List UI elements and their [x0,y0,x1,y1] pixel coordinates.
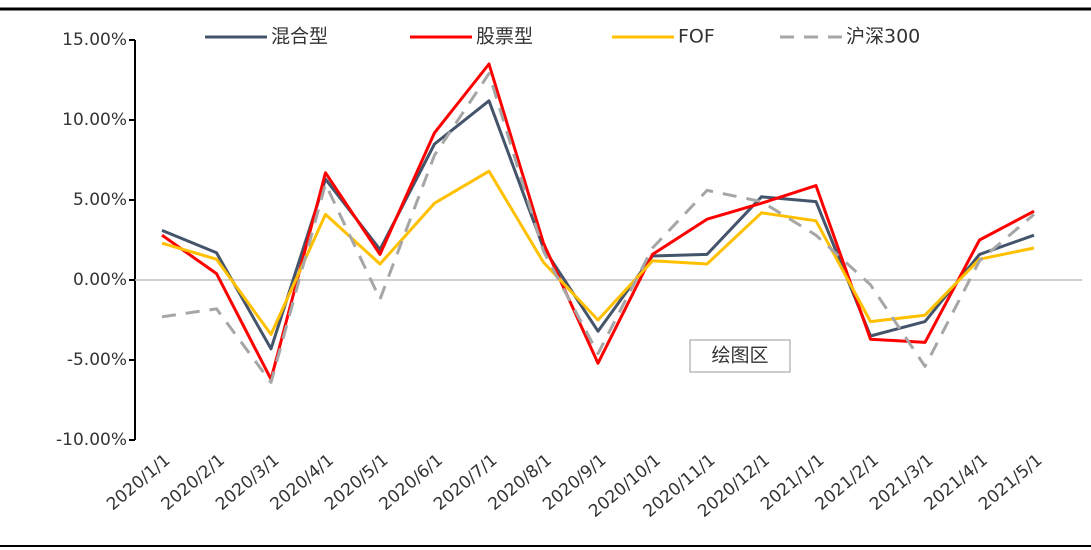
annotation-box [689,339,791,373]
legend-label: 沪深300 [846,26,920,48]
y-tick-label: 5.00% [73,190,127,210]
annotation: 绘图区 [711,345,768,367]
legend-label: 混合型 [271,26,328,48]
series-line [161,169,1035,336]
y-tick-label: -5.00% [67,350,127,370]
series-line [161,99,1035,351]
legend-label: 股票型 [476,26,533,48]
series-line [161,72,1035,384]
y-tick-label: -10.00% [56,430,127,450]
series-line [161,62,1035,381]
y-tick-label: 0.00% [73,270,127,290]
y-tick-label: 15.00% [62,30,127,50]
legend-label: FOF [678,26,715,48]
y-tick-label: 10.00% [62,110,127,130]
